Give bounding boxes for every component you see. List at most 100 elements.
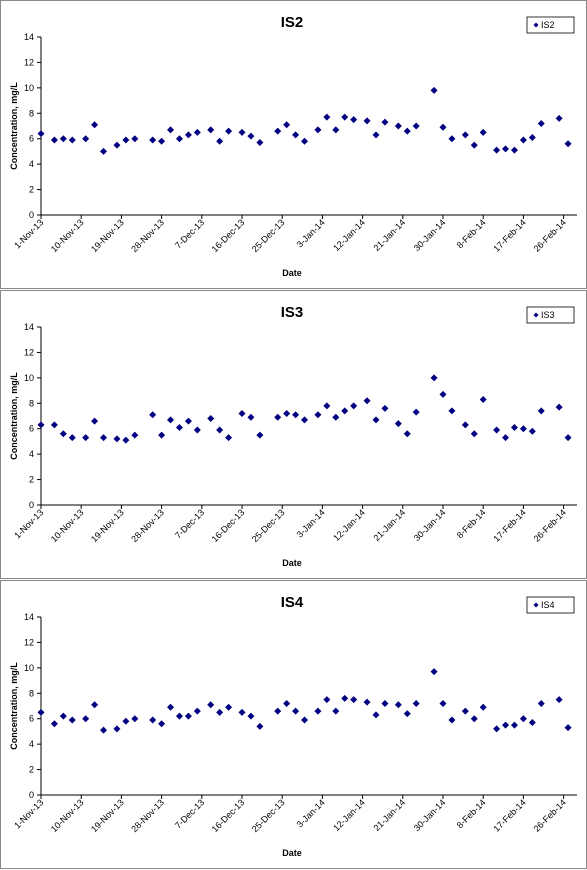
marker: [555, 696, 563, 704]
marker: [225, 127, 233, 135]
marker: [292, 131, 300, 139]
marker: [207, 126, 215, 134]
marker: [479, 703, 487, 711]
y-tick-label: 4: [29, 449, 34, 459]
marker: [430, 86, 438, 94]
marker: [350, 402, 358, 410]
panel-frame: [0, 0, 587, 289]
marker: [167, 703, 175, 711]
marker: [314, 411, 322, 419]
marker: [363, 117, 371, 125]
marker: [184, 712, 192, 720]
marker: [193, 128, 201, 136]
marker: [283, 121, 291, 129]
y-tick-label: 14: [24, 322, 34, 332]
marker: [439, 390, 447, 398]
marker: [292, 707, 300, 715]
y-axis-label: Concentration, mg/L: [9, 372, 19, 460]
marker: [412, 122, 420, 130]
y-tick-label: 6: [29, 424, 34, 434]
legend-box: [526, 16, 575, 34]
marker: [158, 431, 166, 439]
marker: [207, 415, 215, 423]
marker: [167, 126, 175, 134]
marker: [323, 402, 331, 410]
marker: [363, 397, 371, 405]
legend-box: [526, 306, 575, 324]
legend-label: IS4: [541, 600, 555, 610]
marker: [461, 707, 469, 715]
marker: [528, 719, 536, 727]
y-tick-label: 6: [29, 714, 34, 724]
marker: [332, 413, 340, 421]
y-tick-label: 12: [24, 57, 34, 67]
marker: [100, 147, 108, 155]
marker: [193, 707, 201, 715]
marker: [216, 426, 224, 434]
marker: [430, 374, 438, 382]
marker: [510, 423, 518, 431]
marker: [314, 126, 322, 134]
marker: [100, 726, 108, 734]
marker: [341, 407, 349, 415]
marker: [216, 137, 224, 145]
marker: [363, 698, 371, 706]
marker: [394, 122, 402, 130]
legend-label: IS2: [541, 20, 555, 30]
marker: [564, 434, 572, 442]
marker: [82, 715, 90, 723]
y-tick-label: 12: [24, 347, 34, 357]
marker: [37, 130, 45, 138]
y-tick-label: 12: [24, 637, 34, 647]
marker: [537, 119, 545, 127]
marker: [247, 413, 255, 421]
marker: [350, 696, 358, 704]
y-tick-label: 4: [29, 739, 34, 749]
y-tick-label: 14: [24, 32, 34, 42]
marker: [439, 123, 447, 131]
marker: [216, 708, 224, 716]
marker: [175, 135, 183, 143]
marker: [247, 712, 255, 720]
marker: [113, 141, 121, 149]
marker: [175, 423, 183, 431]
marker: [184, 417, 192, 425]
marker: [493, 426, 501, 434]
marker: [82, 135, 90, 143]
marker: [283, 409, 291, 417]
marker: [510, 146, 518, 154]
marker: [113, 435, 121, 443]
panel-frame: [0, 580, 587, 869]
marker: [82, 434, 90, 442]
marker: [50, 720, 58, 728]
marker: [564, 724, 572, 732]
marker: [91, 417, 99, 425]
marker: [448, 716, 456, 724]
marker: [555, 114, 563, 122]
marker: [332, 707, 340, 715]
marker: [274, 127, 282, 135]
marker: [50, 421, 58, 429]
marker: [332, 126, 340, 134]
marker: [479, 395, 487, 403]
marker: [158, 720, 166, 728]
y-tick-label: 6: [29, 134, 34, 144]
marker: [225, 703, 233, 711]
marker: [175, 712, 183, 720]
marker: [430, 668, 438, 676]
marker: [256, 139, 264, 147]
legend-marker: [533, 22, 539, 28]
marker: [149, 716, 157, 724]
marker: [314, 707, 322, 715]
marker: [537, 699, 545, 707]
marker: [323, 696, 331, 704]
marker: [461, 421, 469, 429]
y-tick-label: 10: [24, 373, 34, 383]
marker: [528, 427, 536, 435]
y-tick-label: 14: [24, 612, 34, 622]
marker: [184, 131, 192, 139]
marker: [519, 715, 527, 723]
chart-title: IS4: [281, 594, 304, 611]
